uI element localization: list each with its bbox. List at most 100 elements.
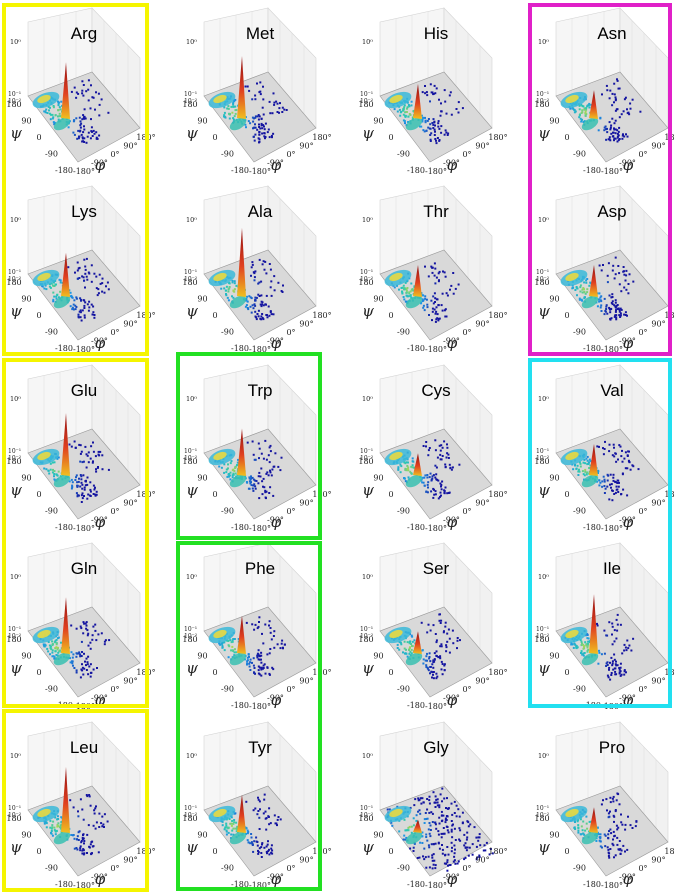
density-point [434,493,437,496]
density-point [427,126,430,129]
density-point [434,267,437,270]
density-point [613,834,616,837]
density-point [273,103,276,106]
density-point [262,812,265,815]
density-point [86,483,89,486]
density-point [449,91,452,94]
density-point [626,848,629,851]
density-point [425,490,428,493]
density-point [86,661,89,664]
z-tick-low-2: 10⁻² [184,455,198,462]
density-point [221,641,224,644]
psi-tick: -90 [397,507,410,516]
density-point [268,314,271,317]
density-point [252,135,255,138]
density-point [260,467,263,470]
density-point [272,132,275,135]
density-point [282,647,284,650]
density-point [228,282,231,285]
density-point [57,115,59,118]
density-point [70,445,73,448]
density-point [622,488,625,491]
density-point [260,305,263,308]
density-point [620,113,623,116]
density-point [442,827,445,829]
density-point [258,447,261,450]
density-point [614,96,617,99]
density-point [402,284,405,287]
density-point [48,283,51,285]
density-point [272,494,275,497]
density-point [229,471,232,474]
density-point [425,655,428,658]
density-point [624,646,627,649]
density-point [75,297,78,300]
density-point [424,856,427,859]
density-point [585,473,588,476]
density-point [579,286,582,289]
alpha-region-patch [229,474,247,488]
beta-region-core [565,94,579,104]
density-point [440,668,443,671]
density-point [79,845,82,848]
psi-tick: -90 [45,685,58,694]
phi-tick: 0° [110,150,119,159]
density-point [72,806,75,809]
density-point [246,659,249,662]
density-point [51,649,54,652]
density-point [230,460,233,463]
density-point [586,278,589,280]
density-point [81,852,84,855]
density-point [275,822,278,825]
density-point [94,455,97,458]
density-point [255,316,258,319]
density-point [608,450,611,453]
density-point [232,472,235,475]
density-point [581,291,584,294]
density-point [609,311,612,314]
density-point [90,118,92,121]
density-point [94,494,97,497]
density-point [233,819,236,821]
density-point [411,464,414,467]
density-point [258,133,261,136]
density-point [429,83,432,86]
density-point [438,279,440,282]
density-point [90,126,93,129]
density-point [234,112,237,115]
density-point [410,634,413,637]
density-point [438,270,441,273]
phi-tick: 180° [312,133,331,142]
density-point [98,273,101,276]
phi-tick: 180° [312,490,331,499]
density-point [431,859,434,862]
density-point [440,810,443,813]
density-point [255,836,258,839]
density-point [431,122,434,124]
density-point [450,284,453,287]
density-point [407,826,410,829]
z-tick-top: 10⁰ [362,216,373,224]
density-point [443,271,446,274]
density-point [264,260,267,263]
density-point [451,836,454,839]
density-point [577,831,580,834]
density-point [619,314,622,317]
density-point [86,663,89,666]
density-point [430,843,433,846]
density-point [455,108,458,110]
z-tick-low-2: 10⁻² [8,633,22,640]
density-point [223,649,226,652]
density-point [576,646,579,649]
density-point [398,648,401,651]
density-point [233,638,236,640]
density-point [408,648,410,651]
density-point [83,314,86,317]
density-point [446,815,449,818]
density-point [579,818,582,821]
density-point [260,452,263,455]
density-point [615,618,618,621]
density-point [52,281,55,284]
density-point [611,499,614,502]
